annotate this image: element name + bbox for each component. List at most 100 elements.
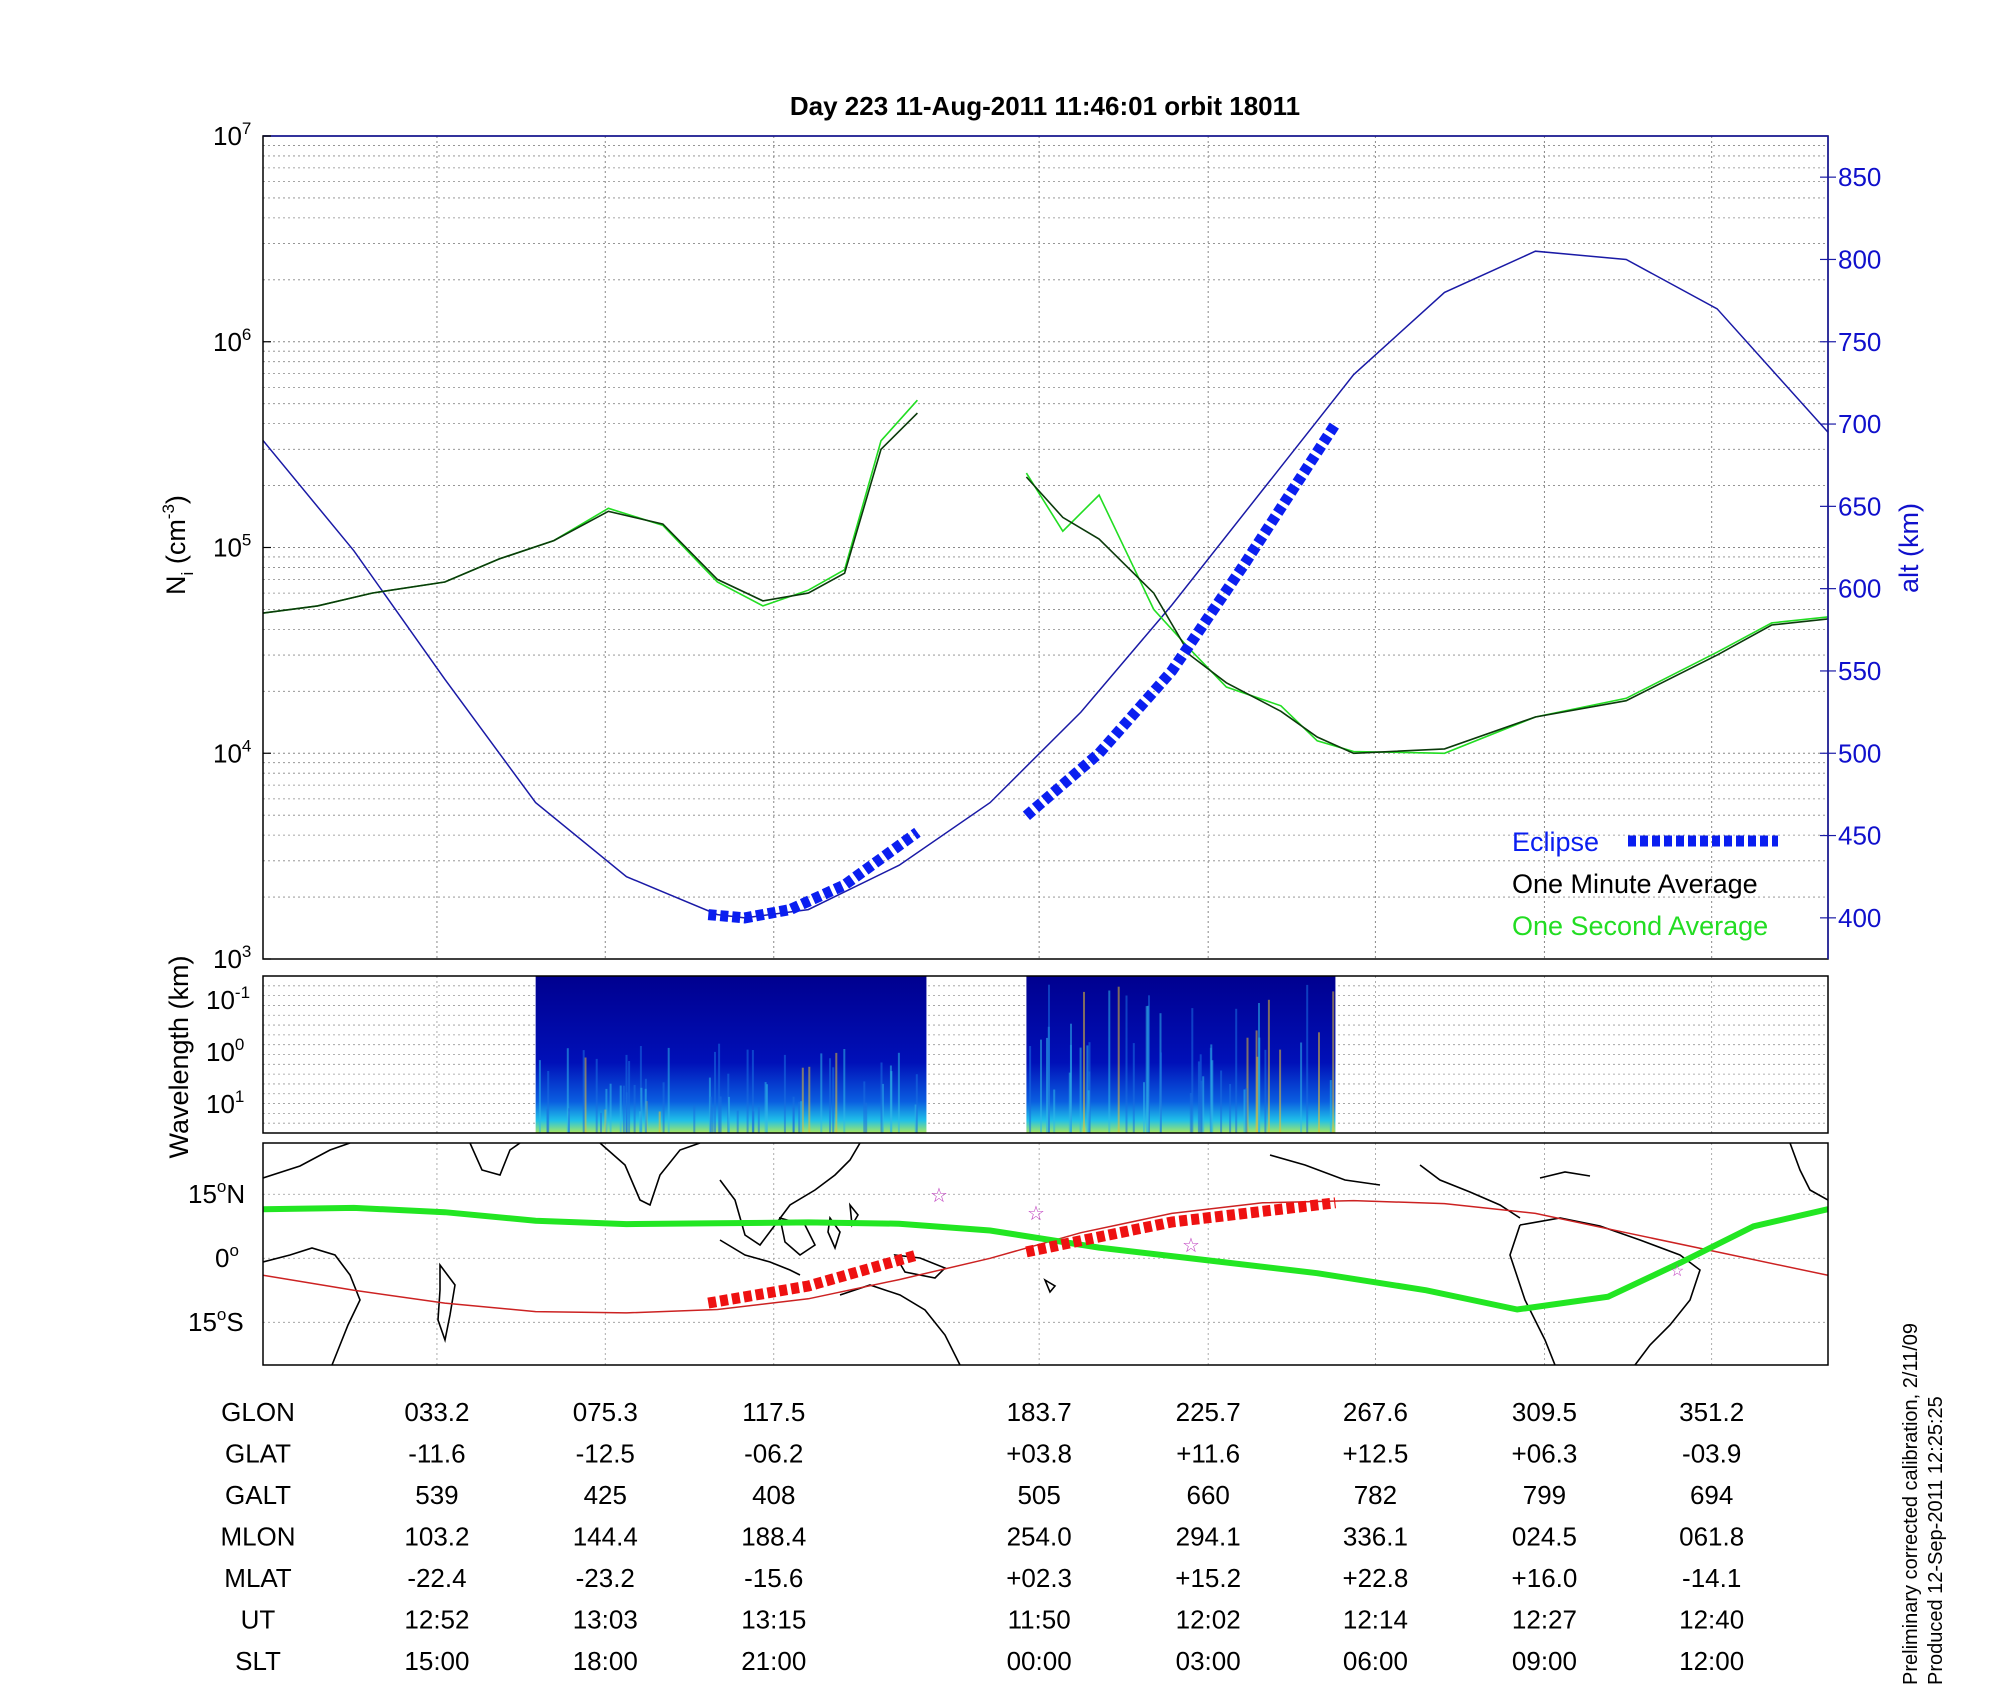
orbit-table: GLON 033.2 075.3 117.5 183.7 225.7 267.6 309.5 3… (220, 1397, 1744, 1676)
spectrogram-streak (1070, 1023, 1072, 1133)
spectrogram-streak (1267, 999, 1270, 1133)
spectrogram-streak (1079, 1047, 1082, 1133)
table-cell: -11.6 (408, 1439, 465, 1469)
ground-track-eclipse-markers (707, 1197, 1337, 1309)
spectrogram-streak (1229, 1084, 1232, 1133)
spectrogram-streak (538, 1060, 541, 1133)
spectrogram-streak (1329, 1080, 1332, 1133)
density-ylabel: Ni (cm-3) (159, 495, 197, 595)
eclipse-segment (1022, 421, 1341, 820)
map-frame (262, 1142, 1829, 1366)
spectrogram-streak (667, 1047, 670, 1133)
spectrogram-streak (914, 1104, 917, 1133)
table-cell: 12:00 (1679, 1646, 1744, 1676)
spectrogram-streak (693, 1105, 696, 1133)
spectrogram-block (1026, 976, 1336, 1133)
density-panel: 103 104 105 106 107 400 450 500 550 600 650 700 750… (159, 119, 1924, 974)
spectrogram-streak (605, 1088, 608, 1133)
spectrogram-streak (1300, 1042, 1303, 1133)
spectrogram-streak (1332, 991, 1335, 1133)
table-cell: 694 (1690, 1480, 1733, 1510)
spectrogram-streak (640, 1087, 643, 1133)
lat-label-0: 0o (215, 1241, 239, 1273)
table-cell: 425 (584, 1480, 627, 1510)
spectrogram-streak (546, 1108, 549, 1133)
density-tick-label: 106 (213, 325, 251, 357)
table-cell: 033.2 (404, 1397, 469, 1427)
footnote-calibration: Preliminary corrected calibration, 2/11/… (1900, 1323, 1922, 1685)
table-cell: 254.0 (1007, 1522, 1072, 1552)
spectrogram-streak (1083, 991, 1085, 1133)
spectrogram-streak (1048, 984, 1050, 1133)
table-cell: 075.3 (573, 1397, 638, 1427)
spectrogram-frame (262, 975, 1829, 1134)
spectrogram-streak (600, 1112, 602, 1133)
one-minute-average-line (263, 412, 918, 614)
table-row-label: MLAT (224, 1563, 292, 1593)
table-cell: 09:00 (1512, 1646, 1577, 1676)
star-marker-4: ☆ (1670, 1263, 1684, 1280)
table-cell: -03.9 (1682, 1439, 1741, 1469)
altitude-tick-label: 650 (1838, 491, 1881, 521)
coastlines (263, 1143, 1828, 1365)
africa-north-coast (263, 1143, 351, 1179)
spectrogram-streak (1189, 1093, 1192, 1133)
spectrogram-streak (863, 1081, 866, 1133)
spectrogram-streak (736, 1110, 739, 1133)
table-cell: -14.1 (1682, 1563, 1741, 1593)
spectrogram-streak (1318, 1032, 1320, 1133)
spectrogram-streak (865, 1102, 868, 1133)
spectrogram-streak (1245, 1088, 1248, 1133)
spectrogram-streak (1255, 1030, 1258, 1133)
spectrogram-streak (1145, 1006, 1148, 1133)
lat-label-15s: 15oS (188, 1305, 244, 1337)
spectrogram-streak (757, 1107, 760, 1133)
spectrogram-streak (625, 1092, 628, 1133)
spectrogram-streak (1087, 1090, 1090, 1133)
madagascar-coast (437, 1262, 456, 1344)
mexico-coast (1269, 1154, 1381, 1186)
spectrogram-streak (843, 1049, 846, 1133)
sumatra-java-coast (719, 1239, 801, 1276)
spectrogram-streak (897, 1052, 900, 1133)
table-cell: 12:02 (1176, 1605, 1241, 1635)
spectrogram-streak (595, 1058, 598, 1133)
footnote: Preliminary corrected calibration, 2/11/… (1900, 1323, 1947, 1685)
spectrogram-streak (820, 1053, 823, 1133)
altitude-ylabel: alt (km) (1894, 503, 1924, 593)
spectrogram-streak (881, 1083, 884, 1133)
table-cell: +03.8 (1006, 1439, 1072, 1469)
density-grid (263, 136, 1828, 960)
spectrogram-streak (1306, 984, 1309, 1133)
table-cell: 13:03 (573, 1605, 638, 1635)
ground-track-eclipse-segment (707, 1249, 919, 1309)
spectrogram-streak (1191, 1008, 1194, 1133)
altitude-tick-label: 600 (1838, 574, 1881, 604)
table-row-label: GALT (225, 1480, 291, 1510)
spectrogram-streak (1279, 1049, 1282, 1133)
one-second-average-line (1025, 472, 1828, 755)
table-cell: 15:00 (404, 1646, 469, 1676)
spectrogram-block (535, 976, 927, 1133)
table-cell: 13:15 (741, 1605, 806, 1635)
spectrogram-streak (639, 1111, 641, 1133)
spectrogram-tick-label: 10-1 (206, 983, 250, 1015)
india-coast (599, 1143, 701, 1207)
table-cell: 144.4 (573, 1522, 638, 1552)
table-cell: +22.8 (1343, 1563, 1409, 1593)
table-cell: 18:00 (573, 1646, 638, 1676)
spectrogram-tick-label: 100 (206, 1035, 244, 1067)
table-row-label: GLON (221, 1397, 295, 1427)
spectrogram-streak (609, 1083, 612, 1133)
spectrogram-streak (1040, 1039, 1042, 1133)
spectrogram-streak (832, 1067, 835, 1133)
spectrogram-streak (915, 1074, 918, 1133)
altitude-tick-label: 700 (1838, 409, 1881, 439)
altitude-y-ticks: 400 450 500 550 600 650 700 750 800 850 (1820, 162, 1881, 933)
southeast-asia-coast (719, 1143, 861, 1247)
table-cell: 505 (1017, 1480, 1060, 1510)
central-america-coast (1419, 1164, 1521, 1219)
table-row-label: SLT (235, 1646, 281, 1676)
spectrogram-streak (1046, 1037, 1048, 1133)
